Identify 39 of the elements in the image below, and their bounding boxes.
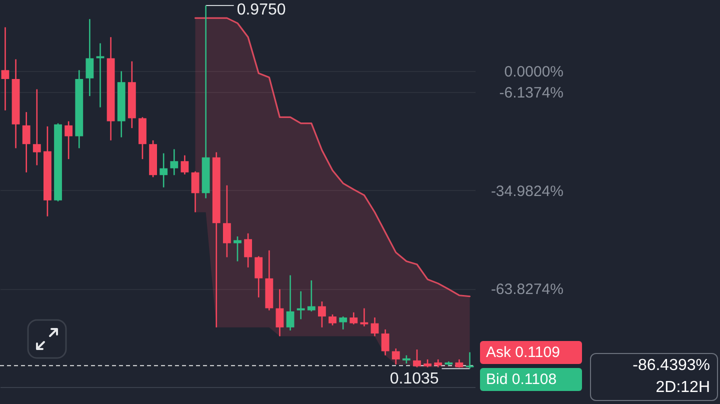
candlestick — [22, 111, 30, 174]
candlestick — [381, 328, 390, 356]
candlestick — [360, 308, 368, 328]
candlestick — [234, 236, 242, 262]
candlestick — [276, 288, 284, 337]
candlestick — [318, 300, 326, 328]
text: Bid 0.1108 — [480, 368, 582, 391]
candlestick — [466, 352, 474, 370]
candlestick — [32, 88, 41, 166]
text: Ask 0.1109 — [480, 340, 582, 364]
candlestick — [222, 184, 231, 258]
candlestick — [180, 154, 189, 176]
candlestick — [160, 152, 168, 188]
annotation: 0.1035 — [390, 370, 439, 388]
candlestick — [296, 290, 305, 320]
candlestick — [170, 148, 178, 176]
y-tick-label: -6.1374% — [499, 84, 564, 102]
tag-box: -86.4393% 2D:12H — [590, 352, 718, 401]
candlestick — [392, 348, 400, 366]
candlestick — [191, 170, 200, 213]
line-series — [194, 17, 471, 298]
candlestick — [413, 348, 421, 368]
candlestick — [96, 42, 104, 108]
candlestick — [244, 232, 252, 268]
candlestick — [286, 274, 294, 332]
y-tick-label: 0.0000% — [504, 64, 564, 81]
ref-line-label: -86.4393% — [632, 356, 710, 376]
candlestick — [307, 280, 316, 312]
y-tick-label: -63.8274% — [490, 281, 564, 298]
candlestick — [1, 26, 10, 112]
candlestick — [64, 120, 73, 160]
candlestick — [86, 18, 94, 97]
candlestick — [328, 314, 336, 326]
candlestick — [350, 312, 358, 325]
annotation: 0.9750 — [236, 1, 286, 18]
candlestick — [254, 256, 263, 298]
candlestick — [339, 316, 348, 330]
candlestick — [370, 316, 379, 337]
y-tick-label: -34.9824% — [490, 182, 564, 200]
